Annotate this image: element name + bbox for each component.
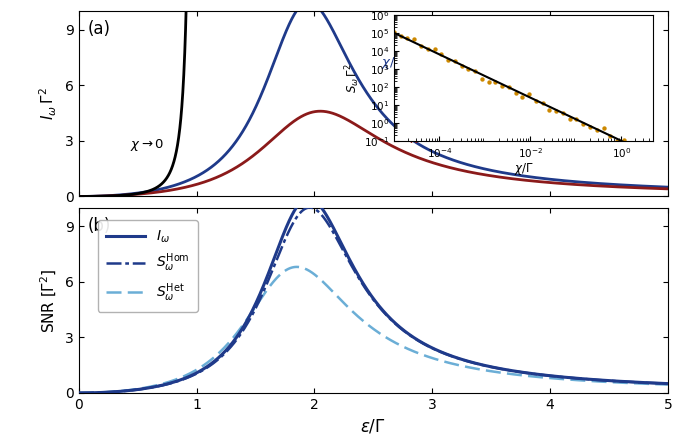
Y-axis label: SNR $[\Gamma^2]$: SNR $[\Gamma^2]$ (39, 268, 60, 333)
X-axis label: $\epsilon/\Gamma$: $\epsilon/\Gamma$ (360, 417, 386, 436)
Text: $\chi\to 0$: $\chi\to 0$ (130, 137, 164, 153)
Y-axis label: $I_\omega\,\Gamma^2$: $I_\omega\,\Gamma^2$ (38, 87, 60, 120)
Text: $\chi/\Gamma = 0.08$: $\chi/\Gamma = 0.08$ (410, 129, 477, 145)
Text: (a): (a) (88, 20, 110, 38)
Text: (b): (b) (88, 217, 111, 235)
Legend: $I_\omega$, $S_\omega^\mathrm{Hom}$, $S_\omega^\mathrm{Het}$: $I_\omega$, $S_\omega^\mathrm{Hom}$, $S_… (97, 220, 198, 312)
Text: $\chi/\Gamma = 0.04$: $\chi/\Gamma = 0.04$ (381, 55, 448, 71)
